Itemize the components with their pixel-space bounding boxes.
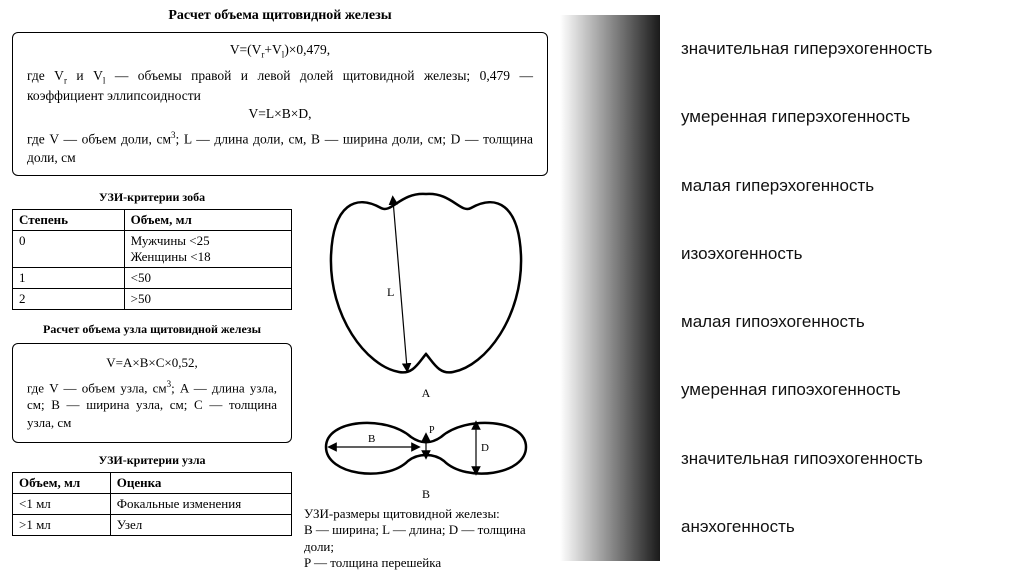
lower-row: УЗИ-критерии зоба Степень Объем, мл 0 Му… (12, 186, 548, 571)
goiter-cell: >50 (124, 289, 291, 310)
label-P: P (429, 425, 435, 436)
left-panel: Расчет объема щитовидной железы V=(Vr+Vl… (0, 0, 560, 576)
echo-level: умеренная гипоэхогенность (665, 356, 1020, 424)
diagram-letter-B: B (304, 487, 548, 502)
label-Bw: B (368, 433, 375, 445)
thyroid-bottom-diagram: B D P B (304, 409, 548, 502)
echogenicity-gradient (560, 15, 660, 561)
node-cell: >1 мл (13, 514, 111, 535)
node-formula-line: V=A×B×C×0,52, (27, 354, 277, 372)
thyroid-top-svg: L (321, 186, 531, 386)
node-table: Объем, мл Оценка <1 мл Фокальные изменен… (12, 472, 292, 536)
node-table-title: УЗИ-критерии узла (12, 453, 292, 468)
main-title: Расчет объема щитовидной железы (12, 8, 548, 24)
formula-desc-1: где Vr и Vl — объемы правой и левой доле… (27, 67, 533, 105)
node-cell: <1 мл (13, 493, 111, 514)
node-cell: Фокальные изменения (110, 493, 291, 514)
echogenicity-scale: значительная гиперэхогенность умеренная … (665, 15, 1020, 561)
echo-level: анэхогенность (665, 493, 1020, 561)
diagram-column: L A B (304, 186, 548, 571)
echo-level: значительная гипоэхогенность (665, 425, 1020, 493)
thyroid-outline-top (331, 194, 521, 373)
goiter-cell: <50 (124, 268, 291, 289)
goiter-cell: Мужчины <25 Женщины <18 (124, 231, 291, 268)
goiter-table: Степень Объем, мл 0 Мужчины <25 Женщины … (12, 209, 292, 310)
goiter-cell: 2 (13, 289, 125, 310)
thyroid-top-diagram: L A (304, 186, 548, 401)
node-th-1: Оценка (110, 472, 291, 493)
node-th-0: Объем, мл (13, 472, 111, 493)
thyroid-bottom-svg: B D P (316, 409, 536, 487)
left-column: УЗИ-критерии зоба Степень Объем, мл 0 Му… (12, 186, 292, 571)
length-arrow-L (393, 200, 407, 368)
echo-level: умеренная гиперэхогенность (665, 83, 1020, 151)
node-cell: Узел (110, 514, 291, 535)
label-L: L (387, 285, 394, 299)
node-formula-box: V=A×B×C×0,52, где V — объем узла, см3; A… (12, 343, 292, 443)
formula-desc-2: где V — объем доли, см3; L — длина доли,… (27, 129, 533, 167)
goiter-th-0: Степень (13, 210, 125, 231)
node-formula-title: Расчет объема узла щитовидной железы (12, 322, 292, 337)
goiter-table-title: УЗИ-критерии зоба (12, 190, 292, 205)
formula-line-1: V=(Vr+Vl)×0,479, (27, 41, 533, 61)
goiter-cell: 1 (13, 268, 125, 289)
goiter-th-1: Объем, мл (124, 210, 291, 231)
echo-level: малая гиперэхогенность (665, 152, 1020, 220)
diagram-caption: УЗИ-размеры щитовидной железы: B — ширин… (304, 506, 548, 571)
formula-line-2: V=L×B×D, (27, 105, 533, 123)
echo-level: малая гипоэхогенность (665, 288, 1020, 356)
diagram-letter-A: A (304, 386, 548, 401)
label-D: D (481, 442, 489, 454)
echo-level: изоэхогенность (665, 220, 1020, 288)
node-formula-desc: где V — объем узла, см3; A — длина узла,… (27, 378, 277, 432)
echo-level: значительная гиперэхогенность (665, 15, 1020, 83)
goiter-cell: 0 (13, 231, 125, 268)
volume-formula-box: V=(Vr+Vl)×0,479, где Vr и Vl — объемы пр… (12, 32, 548, 176)
